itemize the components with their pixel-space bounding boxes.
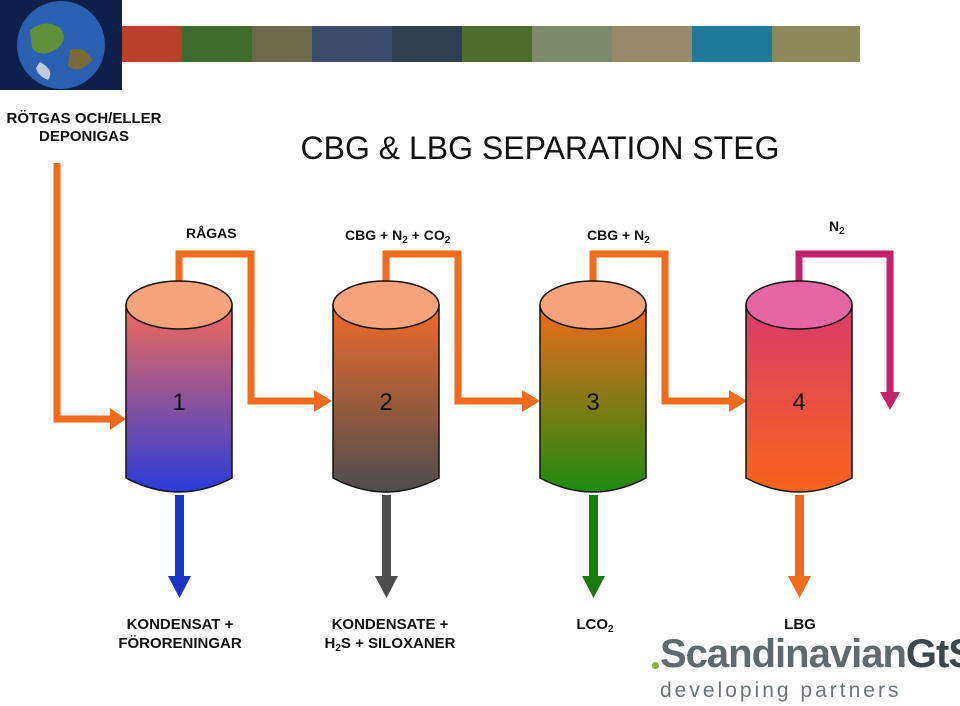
photo-tile	[462, 26, 532, 62]
stream-text: + CO	[407, 227, 445, 243]
photo-tile	[312, 26, 392, 62]
outlet-arrow-1	[168, 495, 191, 598]
input-label-line1: RÖTGAS OCH/ELLER	[6, 110, 162, 127]
stream-sub: 2	[444, 235, 451, 246]
vessel-2-number: 2	[379, 389, 392, 416]
n2-outlet-pipe	[795, 250, 900, 410]
output-line: KONDENSATE +	[331, 616, 449, 633]
pipe-3-to-4	[589, 250, 747, 412]
logo-word: Scandinavian	[660, 632, 907, 676]
stream-label-cbg-n2: CBG + N2	[587, 227, 650, 246]
outlet-arrow-4	[788, 495, 811, 598]
output-line: KONDENSAT +	[126, 616, 234, 633]
stream-label-text: RÅGAS	[186, 225, 237, 241]
output-text: LCO	[576, 616, 609, 633]
photo-banner	[0, 0, 960, 90]
outlet-arrow-3	[582, 495, 605, 598]
photo-tile	[122, 26, 182, 62]
pipe-1-to-2	[175, 250, 332, 412]
vessel-1-number: 1	[172, 389, 185, 416]
photo-tile	[612, 26, 692, 62]
stream-sub: 2	[839, 226, 845, 237]
photo-tile	[392, 26, 462, 62]
output-label-1: KONDENSAT + FÖRORENINGAR	[100, 615, 260, 653]
photo-tile	[772, 26, 860, 62]
output-text: H	[324, 635, 336, 652]
pipe-2-to-3	[382, 250, 540, 412]
output-line: FÖRORENINGAR	[118, 635, 242, 652]
globe-image	[0, 0, 122, 90]
stream-label-ragas: RÅGAS	[186, 225, 237, 241]
stream-sub: 2	[644, 235, 650, 246]
input-label-line2: DEPONIGAS	[38, 128, 129, 145]
input-gas-label: RÖTGAS OCH/ELLER DEPONIGAS	[0, 110, 168, 146]
logo-wordmark: ScandinavianGtS	[660, 632, 960, 677]
logo-tagline: developing partners	[660, 679, 902, 702]
stream-text: N	[829, 218, 840, 234]
output-text: LBG	[784, 616, 816, 633]
stream-label-n2: N2	[829, 218, 845, 237]
vessel-3-number: 3	[586, 389, 599, 416]
scandinavian-gts-logo: ScandinavianGtS developing partners	[650, 632, 960, 704]
logo-word: GtS	[905, 632, 960, 676]
logo-dot	[652, 662, 659, 669]
stream-text: CBG + N	[345, 227, 403, 243]
vessel-4-number: 4	[792, 389, 805, 416]
page-title: CBG & LBG SEPARATION STEG	[300, 130, 780, 166]
output-line: H2S + SILOXANER	[300, 634, 480, 658]
output-sub: 2	[335, 643, 341, 654]
vessel-1	[125, 280, 233, 493]
stream-label-cbg-n2-co2: CBG + N2 + CO2	[345, 227, 450, 246]
vessel-3	[539, 280, 647, 493]
stream-text: CBG + N	[587, 227, 645, 243]
stream-sub: 2	[402, 235, 408, 246]
vessel-4	[745, 280, 853, 493]
output-label-4: LBG	[770, 615, 830, 634]
photo-tile	[532, 26, 612, 62]
inlet-pipe	[53, 163, 126, 430]
photo-tile	[692, 26, 772, 62]
output-text: S + SILOXANER	[340, 635, 456, 652]
outlet-arrow-2	[375, 495, 398, 598]
output-label-3: LCO2	[560, 615, 630, 639]
vessel-2	[332, 280, 440, 493]
output-sub: 2	[608, 624, 614, 635]
photo-tile	[252, 26, 312, 62]
photo-tile	[182, 26, 252, 62]
output-label-2: KONDENSATE + H2S + SILOXANER	[300, 615, 480, 658]
